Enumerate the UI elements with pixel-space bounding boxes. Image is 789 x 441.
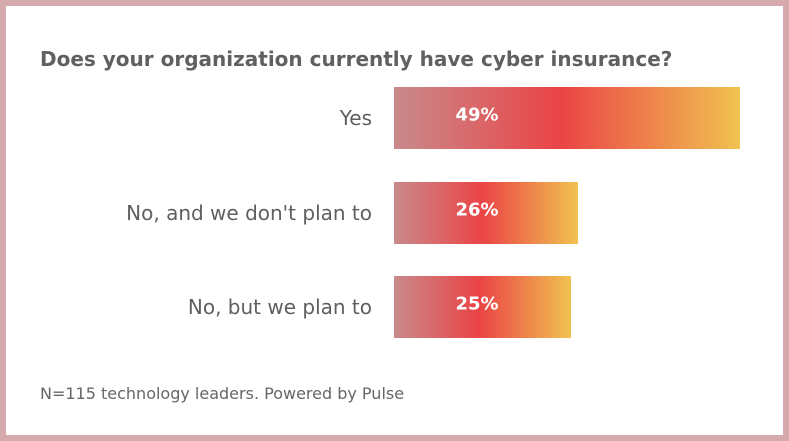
value-label: 25% [455, 294, 498, 315]
value-label: 49% [455, 105, 498, 126]
chart-footnote: N=115 technology leaders. Powered by Pul… [40, 384, 405, 403]
category-label: No, and we don't plan to [126, 201, 372, 225]
value-label: 26% [455, 200, 498, 221]
bar [394, 276, 571, 338]
chart-title: Does your organization currently have cy… [40, 47, 673, 71]
bar [394, 87, 740, 149]
category-label: No, but we plan to [188, 295, 372, 319]
category-label: Yes [339, 106, 372, 130]
bar [394, 182, 578, 244]
